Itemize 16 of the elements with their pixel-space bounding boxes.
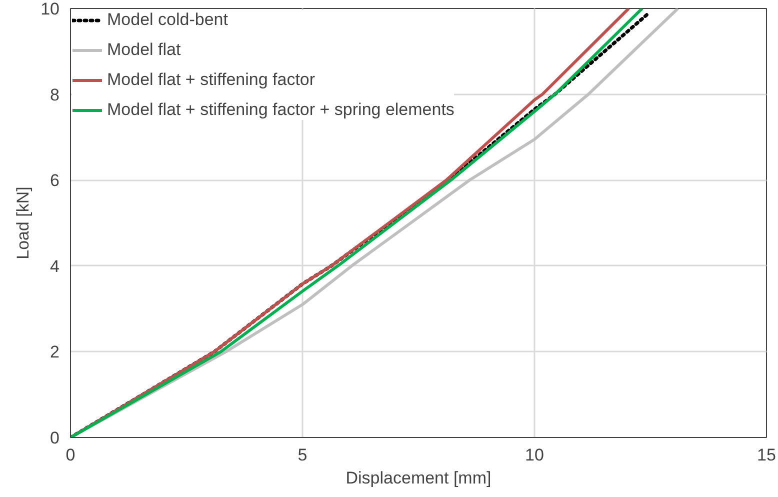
y-tick-label: 2 bbox=[50, 342, 60, 362]
x-tick-label: 10 bbox=[525, 446, 544, 464]
y-tick-label: 8 bbox=[50, 85, 60, 104]
y-axis-title: Load [kN] bbox=[14, 186, 33, 260]
legend-label: Model cold-bent bbox=[107, 10, 229, 30]
x-tick-label: 0 bbox=[66, 446, 76, 464]
legend-label: Model flat + stiffening factor bbox=[107, 70, 316, 90]
y-tick-label: 6 bbox=[50, 171, 60, 190]
legend-label: Model flat + stiffening factor + spring elements bbox=[107, 100, 454, 120]
y-tick-label: 0 bbox=[50, 428, 60, 448]
x-axis-title: Displacement [mm] bbox=[346, 468, 492, 488]
y-tick-label: 10 bbox=[40, 0, 60, 18]
x-tick-label: 15 bbox=[757, 446, 776, 464]
legend-label: Model flat bbox=[107, 40, 182, 60]
x-tick-label: 5 bbox=[298, 446, 308, 464]
y-tick-label: 4 bbox=[50, 256, 60, 276]
